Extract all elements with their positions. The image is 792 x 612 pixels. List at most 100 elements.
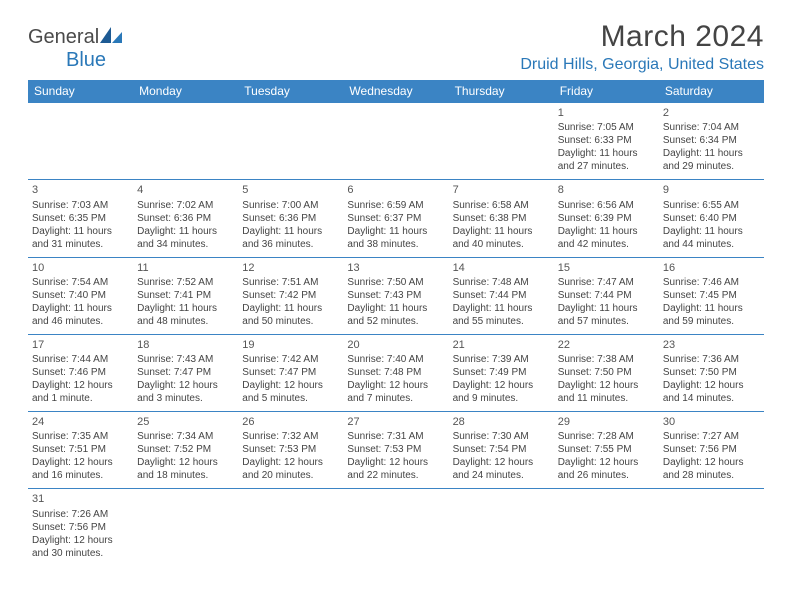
calendar-cell (449, 489, 554, 566)
calendar-cell (238, 103, 343, 180)
sunrise-line: Sunrise: 7:05 AM (558, 121, 655, 134)
logo-text: General Blue (28, 26, 122, 72)
calendar-cell: 9Sunrise: 6:55 AMSunset: 6:40 PMDaylight… (659, 180, 764, 257)
sunset-line: Sunset: 7:50 PM (663, 366, 760, 379)
day-number: 29 (558, 415, 655, 429)
sunrise-line: Sunrise: 7:51 AM (242, 276, 339, 289)
sunset-line: Sunset: 6:35 PM (32, 212, 129, 225)
title-block: March 2024 Druid Hills, Georgia, United … (520, 20, 764, 74)
day-number: 17 (32, 338, 129, 352)
calendar-cell: 29Sunrise: 7:28 AMSunset: 7:55 PMDayligh… (554, 412, 659, 489)
daylight-line: Daylight: 11 hours and 34 minutes. (137, 225, 234, 251)
calendar-cell: 16Sunrise: 7:46 AMSunset: 7:45 PMDayligh… (659, 257, 764, 334)
sunset-line: Sunset: 7:56 PM (32, 521, 129, 534)
calendar-week-row: 10Sunrise: 7:54 AMSunset: 7:40 PMDayligh… (28, 257, 764, 334)
calendar-cell: 5Sunrise: 7:00 AMSunset: 6:36 PMDaylight… (238, 180, 343, 257)
location-text: Druid Hills, Georgia, United States (520, 56, 764, 74)
calendar-body: 1Sunrise: 7:05 AMSunset: 6:33 PMDaylight… (28, 103, 764, 566)
calendar-cell: 8Sunrise: 6:56 AMSunset: 6:39 PMDaylight… (554, 180, 659, 257)
sunrise-line: Sunrise: 7:47 AM (558, 276, 655, 289)
weekday-header: Tuesday (238, 80, 343, 103)
day-number: 21 (453, 338, 550, 352)
daylight-line: Daylight: 12 hours and 3 minutes. (137, 379, 234, 405)
day-number: 3 (32, 183, 129, 197)
daylight-line: Daylight: 11 hours and 36 minutes. (242, 225, 339, 251)
header: General Blue March 2024 Druid Hills, Geo… (28, 20, 764, 74)
daylight-line: Daylight: 12 hours and 11 minutes. (558, 379, 655, 405)
day-number: 7 (453, 183, 550, 197)
weekday-header: Sunday (28, 80, 133, 103)
sunrise-line: Sunrise: 7:48 AM (453, 276, 550, 289)
sunset-line: Sunset: 7:44 PM (453, 289, 550, 302)
day-number: 14 (453, 261, 550, 275)
sunset-line: Sunset: 6:39 PM (558, 212, 655, 225)
calendar-cell: 21Sunrise: 7:39 AMSunset: 7:49 PMDayligh… (449, 334, 554, 411)
day-number: 22 (558, 338, 655, 352)
calendar-cell: 24Sunrise: 7:35 AMSunset: 7:51 PMDayligh… (28, 412, 133, 489)
daylight-line: Daylight: 12 hours and 22 minutes. (347, 456, 444, 482)
calendar-cell: 23Sunrise: 7:36 AMSunset: 7:50 PMDayligh… (659, 334, 764, 411)
day-number: 9 (663, 183, 760, 197)
sunrise-line: Sunrise: 7:44 AM (32, 353, 129, 366)
calendar-cell: 6Sunrise: 6:59 AMSunset: 6:37 PMDaylight… (343, 180, 448, 257)
sunset-line: Sunset: 7:53 PM (347, 443, 444, 456)
calendar-cell (28, 103, 133, 180)
calendar-cell: 3 Sunrise: 7:03 AMSunset: 6:35 PMDaylight… (28, 180, 133, 257)
sunset-line: Sunset: 6:34 PM (663, 134, 760, 147)
day-number: 31 (32, 492, 129, 506)
sunset-line: Sunset: 6:36 PM (242, 212, 339, 225)
day-number: 24 (32, 415, 129, 429)
sunset-line: Sunset: 6:33 PM (558, 134, 655, 147)
daylight-line: Daylight: 11 hours and 31 minutes. (32, 225, 129, 251)
daylight-line: Daylight: 11 hours and 27 minutes. (558, 147, 655, 173)
calendar-cell (343, 103, 448, 180)
day-number: 15 (558, 261, 655, 275)
day-number: 6 (347, 183, 444, 197)
calendar-cell: 15Sunrise: 7:47 AMSunset: 7:44 PMDayligh… (554, 257, 659, 334)
day-number: 11 (137, 261, 234, 275)
sunset-line: Sunset: 7:47 PM (242, 366, 339, 379)
calendar-cell (238, 489, 343, 566)
daylight-line: Daylight: 11 hours and 42 minutes. (558, 225, 655, 251)
sunrise-line: Sunrise: 7:28 AM (558, 430, 655, 443)
daylight-line: Daylight: 11 hours and 59 minutes. (663, 302, 760, 328)
daylight-line: Daylight: 11 hours and 46 minutes. (32, 302, 129, 328)
day-number: 12 (242, 261, 339, 275)
daylight-line: Daylight: 12 hours and 26 minutes. (558, 456, 655, 482)
weekday-header: Friday (554, 80, 659, 103)
sunrise-line: Sunrise: 7:31 AM (347, 430, 444, 443)
daylight-line: Daylight: 11 hours and 52 minutes. (347, 302, 444, 328)
day-number: 18 (137, 338, 234, 352)
day-number: 20 (347, 338, 444, 352)
calendar-cell (554, 489, 659, 566)
sunrise-line: Sunrise: 6:55 AM (663, 199, 760, 212)
daylight-line: Daylight: 12 hours and 14 minutes. (663, 379, 760, 405)
calendar-cell: 4Sunrise: 7:02 AMSunset: 6:36 PMDaylight… (133, 180, 238, 257)
calendar-cell: 22Sunrise: 7:38 AMSunset: 7:50 PMDayligh… (554, 334, 659, 411)
sunset-line: Sunset: 6:40 PM (663, 212, 760, 225)
daylight-line: Daylight: 12 hours and 1 minute. (32, 379, 129, 405)
day-number: 10 (32, 261, 129, 275)
daylight-line: Daylight: 11 hours and 55 minutes. (453, 302, 550, 328)
sunrise-line: Sunrise: 7:03 AM (32, 199, 129, 212)
sunset-line: Sunset: 7:50 PM (558, 366, 655, 379)
calendar-cell: 2Sunrise: 7:04 AMSunset: 6:34 PMDaylight… (659, 103, 764, 180)
day-number: 4 (137, 183, 234, 197)
day-number: 19 (242, 338, 339, 352)
calendar-week-row: 1Sunrise: 7:05 AMSunset: 6:33 PMDaylight… (28, 103, 764, 180)
sunrise-line: Sunrise: 6:56 AM (558, 199, 655, 212)
sunrise-line: Sunrise: 7:43 AM (137, 353, 234, 366)
sunrise-line: Sunrise: 7:54 AM (32, 276, 129, 289)
day-number: 30 (663, 415, 760, 429)
sunset-line: Sunset: 7:41 PM (137, 289, 234, 302)
calendar-cell: 13Sunrise: 7:50 AMSunset: 7:43 PMDayligh… (343, 257, 448, 334)
calendar-cell: 19Sunrise: 7:42 AMSunset: 7:47 PMDayligh… (238, 334, 343, 411)
calendar-cell (343, 489, 448, 566)
daylight-line: Daylight: 12 hours and 7 minutes. (347, 379, 444, 405)
calendar-cell: 11Sunrise: 7:52 AMSunset: 7:41 PMDayligh… (133, 257, 238, 334)
sunset-line: Sunset: 7:49 PM (453, 366, 550, 379)
weekday-header: Wednesday (343, 80, 448, 103)
sunrise-line: Sunrise: 7:46 AM (663, 276, 760, 289)
calendar-cell: 25Sunrise: 7:34 AMSunset: 7:52 PMDayligh… (133, 412, 238, 489)
sunrise-line: Sunrise: 7:27 AM (663, 430, 760, 443)
